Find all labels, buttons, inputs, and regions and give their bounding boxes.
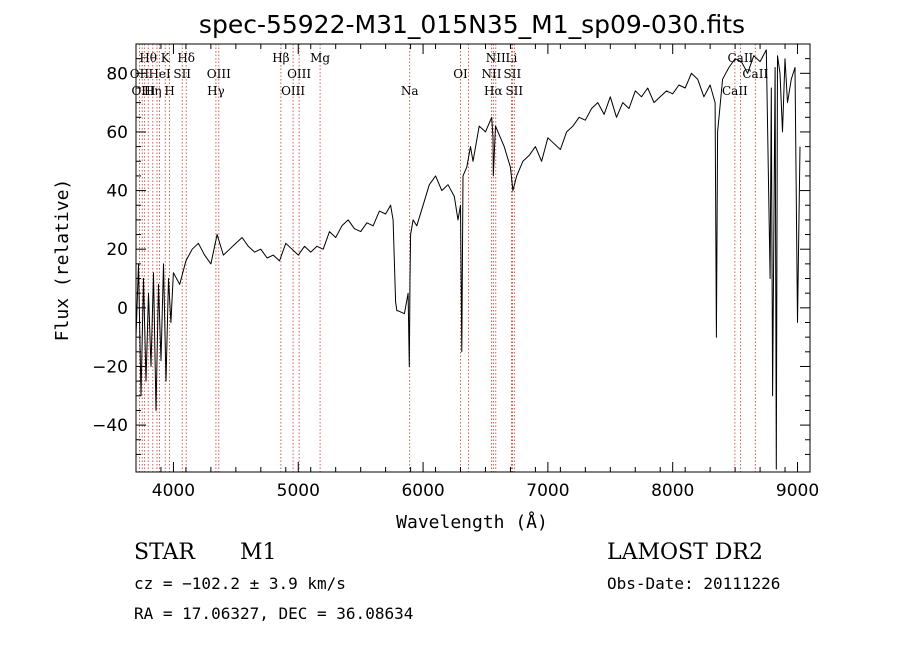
x-tick-label: 5000: [277, 481, 320, 501]
axis-ticks: 4000 5000 6000 7000 8000 9000 −40 −20 0 20 40 60 80: [92, 43, 819, 501]
line-label: Hβ: [272, 51, 289, 65]
plot-frame: [135, 43, 811, 473]
series-group: [135, 49, 801, 470]
line-label: Hγ: [207, 84, 225, 98]
chart-title: spec-55922-M31_015N35_M1_sp09-030.fits: [199, 10, 745, 39]
line-label: HeI: [148, 67, 171, 81]
observation-date: Obs-Date: 20111226: [607, 574, 781, 593]
y-axis-label: Flux (relative): [52, 179, 73, 342]
y-tick-label: 60: [106, 123, 128, 143]
line-label: OIII: [281, 84, 305, 98]
x-tick-label: 7000: [526, 481, 569, 501]
line-label: NII: [482, 67, 502, 81]
y-tick-label: −20: [92, 357, 128, 377]
line-label: Li: [505, 51, 517, 65]
coordinates: RA = 17.06327, DEC = 36.08634: [134, 604, 414, 623]
y-tick-label: 80: [106, 64, 128, 84]
x-tick-label: 8000: [651, 481, 694, 501]
line-label: OIII: [287, 67, 311, 81]
line-label: OIII: [207, 67, 231, 81]
line-label: NII: [486, 51, 506, 65]
flux-series-line: [135, 49, 801, 470]
spectral-line-markers: [138, 44, 756, 472]
line-label: OI: [453, 67, 468, 81]
y-tick-label: 0: [117, 299, 128, 319]
line-label: Hθ: [139, 51, 157, 65]
line-label: CaII: [742, 67, 768, 81]
x-tick-label: 9000: [776, 481, 819, 501]
line-label: Mg: [310, 51, 330, 65]
y-tick-label: 20: [106, 240, 128, 260]
line-label: CaII: [727, 51, 753, 65]
x-tick-label: 6000: [401, 481, 444, 501]
y-tick-label: −40: [92, 416, 128, 436]
x-axis-label: Wavelength (Å): [396, 511, 548, 533]
line-label: Hδ: [177, 51, 195, 65]
line-label: Hα: [484, 84, 503, 98]
line-label: K: [161, 51, 171, 65]
line-label: SII: [504, 67, 522, 81]
x-tick-label: 4000: [152, 481, 195, 501]
line-label: SII: [173, 67, 191, 81]
y-tick-label: 40: [106, 182, 128, 202]
line-label: Hη: [144, 84, 162, 98]
line-label: OII: [130, 67, 150, 81]
survey-name: LAMOST DR2: [607, 540, 763, 565]
object-class: STAR: [134, 540, 195, 565]
line-label: H: [164, 84, 174, 98]
object-subclass: M1: [240, 540, 277, 565]
line-label: SII: [505, 84, 523, 98]
line-label: CaII: [722, 84, 748, 98]
line-label: Na: [401, 84, 419, 98]
redshift-cz: cz = −102.2 ± 3.9 km/s: [134, 574, 346, 593]
